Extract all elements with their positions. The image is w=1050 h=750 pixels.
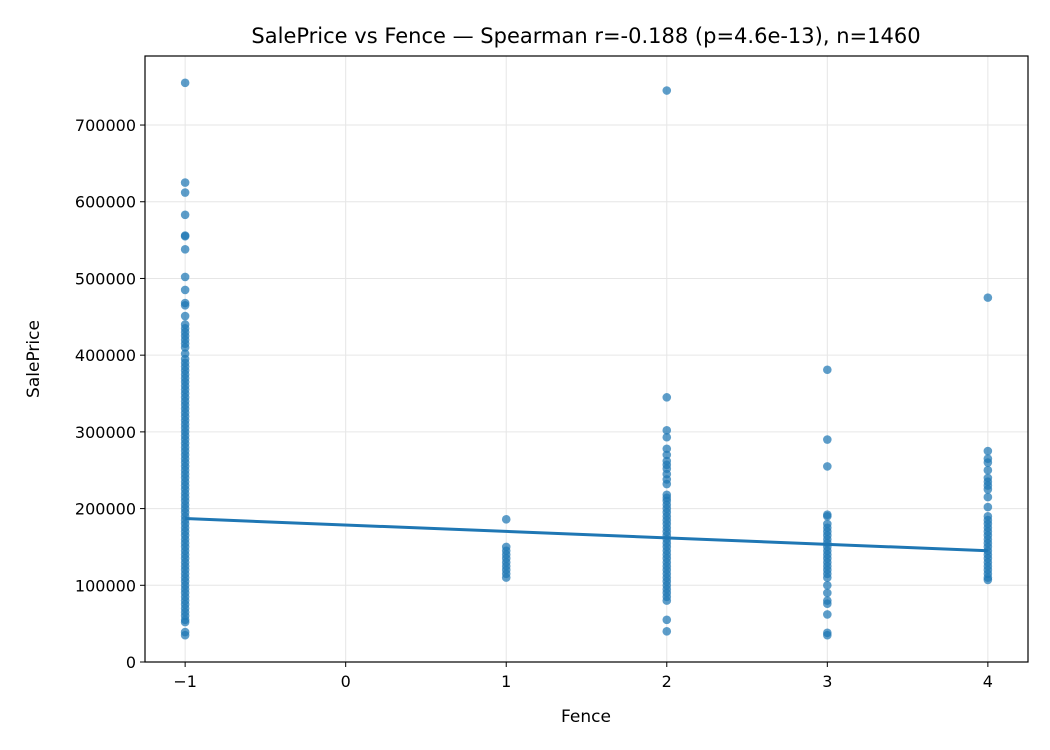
x-tick-label: 4 [983, 672, 993, 691]
data-point [983, 446, 993, 456]
data-point [662, 627, 672, 636]
axes-frame [144, 55, 1029, 663]
data-point [823, 580, 832, 590]
x-axis-label: Fence [561, 707, 611, 727]
data-point [823, 435, 832, 444]
data-point [180, 231, 190, 241]
data-point [662, 444, 672, 454]
data-point [180, 311, 190, 321]
data-point [983, 485, 993, 494]
data-point [180, 210, 190, 220]
regression-line-layer [185, 517, 988, 553]
data-point [662, 615, 672, 625]
data-point [180, 301, 190, 310]
y-tick-label: 0 [126, 653, 136, 672]
x-tick-label: 2 [662, 672, 672, 691]
data-point [180, 245, 190, 254]
data-point [180, 188, 190, 197]
y-tick-label: 100000 [75, 576, 136, 595]
data-point [823, 573, 832, 582]
data-point [983, 293, 993, 302]
y-tick-label: 400000 [75, 346, 136, 365]
data-point [823, 511, 832, 521]
data-point [180, 272, 190, 282]
data-point [823, 365, 832, 375]
data-point [180, 617, 190, 627]
data-point [823, 630, 832, 640]
y-tick-label: 200000 [75, 500, 136, 519]
data-point [180, 285, 190, 295]
data-point [662, 86, 672, 95]
x-tick-label: 0 [341, 672, 351, 691]
y-axis-label: SalePrice [24, 320, 44, 398]
data-point [180, 78, 190, 88]
grid [145, 56, 1028, 663]
data-point [662, 479, 672, 489]
data-point [501, 573, 511, 582]
data-point [983, 458, 993, 467]
data-point [501, 515, 511, 524]
data-point [823, 588, 832, 598]
data-point [180, 178, 190, 187]
y-tick-label: 300000 [75, 423, 136, 442]
data-points [180, 78, 993, 640]
data-point [983, 575, 993, 585]
chart-title: SalePrice vs Fence — Spearman r=-0.188 (… [251, 24, 920, 48]
data-point [983, 492, 993, 502]
x-tick-label: 3 [822, 672, 832, 691]
data-point [662, 432, 672, 442]
data-point [823, 599, 832, 609]
x-tick-label: −1 [173, 672, 197, 691]
data-point [823, 462, 832, 471]
data-point [180, 343, 190, 352]
data-point [662, 596, 672, 605]
x-axis-ticks: −1 0 1 2 3 4 [173, 662, 993, 691]
data-point [180, 630, 190, 640]
data-point [662, 393, 672, 402]
y-tick-label: 600000 [75, 193, 136, 212]
data-point [823, 610, 832, 619]
y-tick-label: 700000 [75, 116, 136, 135]
data-point [983, 502, 993, 512]
data-point [662, 426, 672, 435]
y-axis-ticks: 0 100000 200000 300000 400000 500000 600000 700… [75, 116, 145, 672]
data-point [662, 450, 672, 460]
y-tick-label: 500000 [75, 269, 136, 288]
data-point [983, 465, 993, 475]
x-tick-label: 1 [501, 672, 511, 691]
regression-line [185, 517, 988, 553]
